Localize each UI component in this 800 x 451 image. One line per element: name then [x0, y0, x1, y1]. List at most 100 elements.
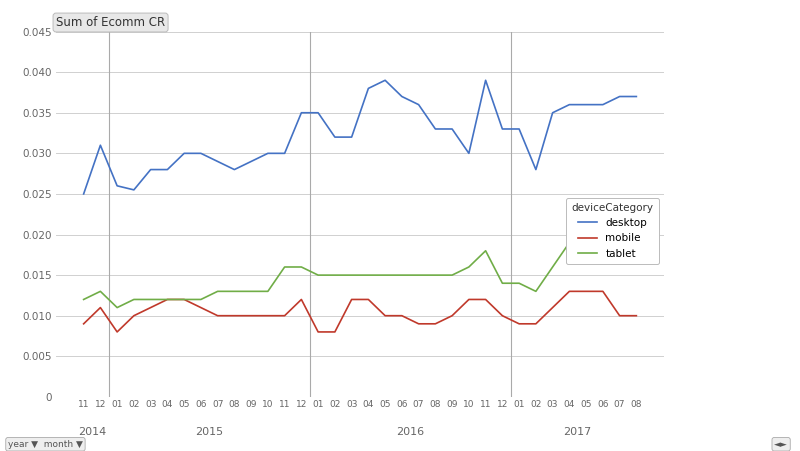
desktop: [230, 167, 239, 172]
Text: ◄►: ◄►: [774, 440, 788, 449]
mobile: [179, 297, 189, 302]
desktop: [582, 102, 591, 107]
tablet: [112, 305, 122, 310]
desktop: [397, 94, 406, 99]
tablet: [213, 289, 222, 294]
tablet: [146, 297, 155, 302]
tablet: [179, 297, 189, 302]
mobile: [481, 297, 490, 302]
desktop: [314, 110, 323, 115]
tablet: [263, 289, 273, 294]
tablet: [297, 264, 306, 270]
mobile: [129, 313, 138, 318]
tablet: [565, 240, 574, 245]
tablet: [230, 289, 239, 294]
mobile: [498, 313, 507, 318]
mobile: [363, 297, 373, 302]
desktop: [464, 151, 474, 156]
Text: year ▼  month ▼: year ▼ month ▼: [8, 440, 83, 449]
desktop: [414, 102, 423, 107]
mobile: [565, 289, 574, 294]
desktop: [297, 110, 306, 115]
mobile: [531, 321, 541, 327]
mobile: [314, 329, 323, 335]
mobile: [95, 305, 105, 310]
Text: Sum of Ecomm CR: Sum of Ecomm CR: [56, 16, 165, 29]
desktop: [129, 187, 138, 193]
tablet: [598, 240, 608, 245]
tablet: [548, 264, 558, 270]
desktop: [280, 151, 290, 156]
tablet: [246, 289, 256, 294]
desktop: [615, 94, 625, 99]
mobile: [598, 289, 608, 294]
Text: 2014: 2014: [78, 428, 106, 437]
mobile: [414, 321, 423, 327]
Text: 2016: 2016: [396, 428, 424, 437]
desktop: [631, 94, 641, 99]
tablet: [363, 272, 373, 278]
Text: 2015: 2015: [195, 428, 223, 437]
desktop: [347, 134, 357, 140]
desktop: [213, 159, 222, 164]
desktop: [598, 102, 608, 107]
mobile: [263, 313, 273, 318]
tablet: [397, 272, 406, 278]
tablet: [464, 264, 474, 270]
desktop: [79, 191, 89, 197]
Legend: desktop, mobile, tablet: desktop, mobile, tablet: [566, 198, 658, 264]
desktop: [363, 86, 373, 91]
mobile: [230, 313, 239, 318]
desktop: [548, 110, 558, 115]
desktop: [447, 126, 457, 132]
tablet: [615, 216, 625, 221]
tablet: [531, 289, 541, 294]
mobile: [380, 313, 390, 318]
tablet: [631, 224, 641, 229]
Line: mobile: mobile: [84, 291, 636, 332]
mobile: [548, 305, 558, 310]
tablet: [95, 289, 105, 294]
Line: tablet: tablet: [84, 218, 636, 308]
tablet: [314, 272, 323, 278]
mobile: [514, 321, 524, 327]
mobile: [464, 297, 474, 302]
desktop: [330, 134, 340, 140]
tablet: [196, 297, 206, 302]
mobile: [615, 313, 625, 318]
mobile: [280, 313, 290, 318]
mobile: [297, 297, 306, 302]
desktop: [481, 78, 490, 83]
mobile: [631, 313, 641, 318]
Text: 2017: 2017: [564, 428, 592, 437]
tablet: [380, 272, 390, 278]
desktop: [565, 102, 574, 107]
desktop: [146, 167, 155, 172]
mobile: [430, 321, 440, 327]
mobile: [146, 305, 155, 310]
mobile: [582, 289, 591, 294]
tablet: [162, 297, 172, 302]
tablet: [129, 297, 138, 302]
mobile: [79, 321, 89, 327]
tablet: [280, 264, 290, 270]
desktop: [498, 126, 507, 132]
mobile: [347, 297, 357, 302]
desktop: [380, 78, 390, 83]
tablet: [447, 272, 457, 278]
mobile: [447, 313, 457, 318]
tablet: [347, 272, 357, 278]
desktop: [514, 126, 524, 132]
tablet: [582, 240, 591, 245]
Line: desktop: desktop: [84, 80, 636, 194]
desktop: [246, 159, 256, 164]
tablet: [430, 272, 440, 278]
desktop: [95, 143, 105, 148]
desktop: [162, 167, 172, 172]
tablet: [481, 248, 490, 253]
tablet: [414, 272, 423, 278]
desktop: [112, 183, 122, 189]
mobile: [196, 305, 206, 310]
mobile: [246, 313, 256, 318]
desktop: [531, 167, 541, 172]
